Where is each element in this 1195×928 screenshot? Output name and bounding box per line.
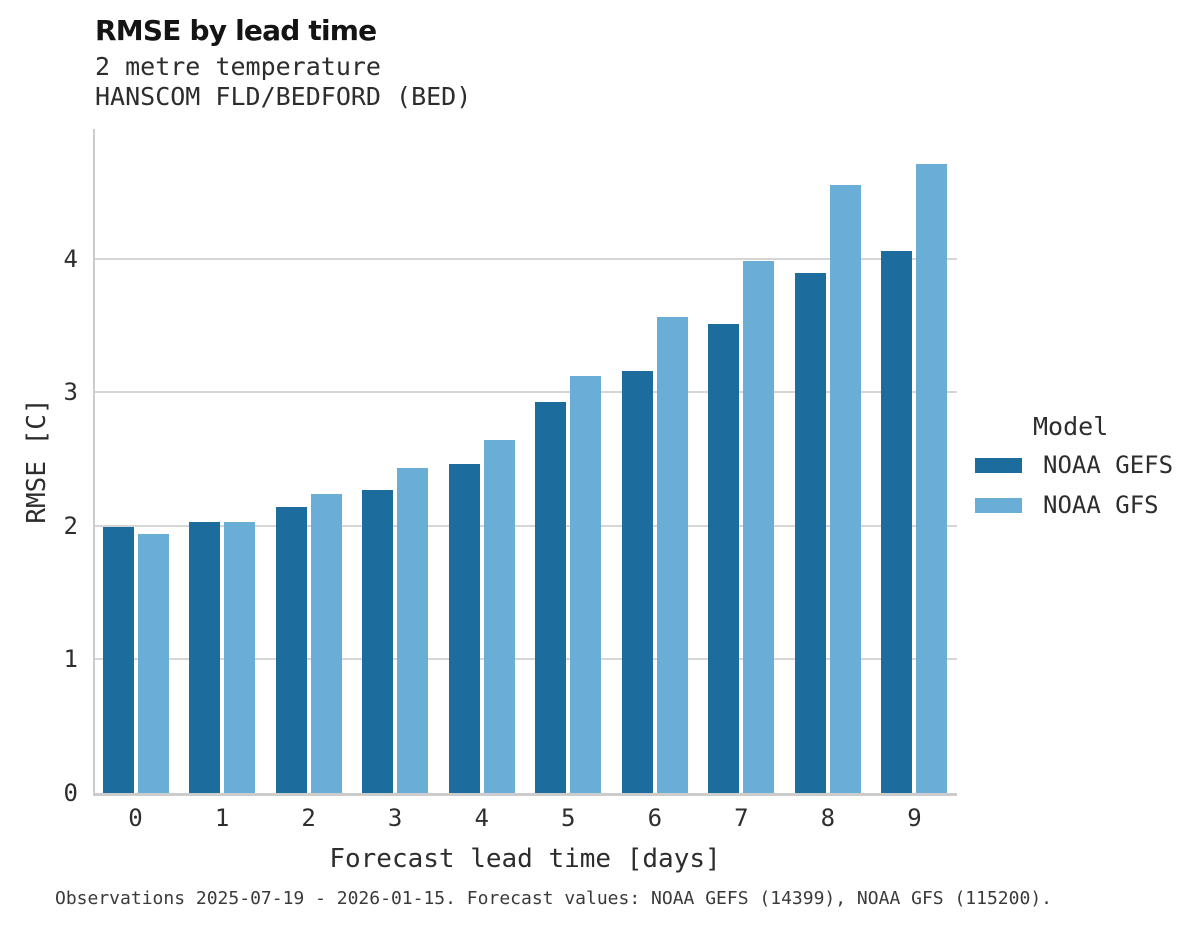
x-axis-title: Forecast lead time [days] xyxy=(329,844,721,874)
x-axis-spine xyxy=(93,793,957,796)
bar-noaa-gefs-8 xyxy=(794,273,826,793)
bar-noaa-gfs-0 xyxy=(137,533,169,793)
bar-noaa-gefs-6 xyxy=(621,370,653,793)
chart-title: RMSE by lead time xyxy=(95,14,377,47)
chart-subtitle-station: HANSCOM FLD/BEDFORD (BED) xyxy=(95,82,472,111)
bar-noaa-gefs-2 xyxy=(275,507,307,793)
legend-label-noaa-gefs: NOAA GEFS xyxy=(1043,451,1174,479)
x-tick-2: 2 xyxy=(301,804,316,832)
bar-noaa-gefs-5 xyxy=(535,401,567,793)
legend-swatch-noaa-gfs xyxy=(975,497,1022,513)
gridline-y-4 xyxy=(93,257,957,260)
bar-noaa-gefs-4 xyxy=(448,464,480,793)
bar-noaa-gefs-1 xyxy=(189,521,221,793)
bar-noaa-gfs-4 xyxy=(483,440,515,793)
x-tick-7: 7 xyxy=(734,804,749,832)
gridline-y-1 xyxy=(93,658,957,661)
legend-entry-noaa-gfs: NOAA GFS xyxy=(975,491,1185,519)
bar-noaa-gfs-6 xyxy=(656,317,688,793)
x-tick-0: 0 xyxy=(128,804,143,832)
bar-noaa-gefs-7 xyxy=(708,324,740,793)
figure-caption: Observations 2025-07-19 - 2026-01-15. Fo… xyxy=(55,888,1052,909)
bar-noaa-gfs-1 xyxy=(224,521,256,793)
legend-swatch-noaa-gefs xyxy=(975,457,1022,473)
bar-noaa-gefs-0 xyxy=(102,527,134,793)
bar-noaa-gfs-9 xyxy=(916,163,948,793)
x-tick-1: 1 xyxy=(214,804,230,832)
gridline-y-3 xyxy=(93,391,957,394)
bar-noaa-gfs-3 xyxy=(397,468,429,793)
y-tick-4: 4 xyxy=(63,244,78,273)
legend-title: Model xyxy=(1033,412,1109,441)
bar-noaa-gfs-8 xyxy=(829,185,861,793)
bar-noaa-gefs-9 xyxy=(881,250,913,793)
x-tick-8: 8 xyxy=(820,804,836,832)
x-tick-5: 5 xyxy=(561,804,576,832)
x-tick-6: 6 xyxy=(647,804,663,832)
y-axis-title: RMSE [C] xyxy=(22,398,52,524)
legend-label-noaa-gfs: NOAA GFS xyxy=(1043,491,1159,519)
y-axis-spine xyxy=(93,129,95,796)
x-tick-4: 4 xyxy=(474,804,489,832)
x-tick-9: 9 xyxy=(907,804,922,832)
bar-noaa-gefs-3 xyxy=(362,489,394,793)
y-tick-0: 0 xyxy=(63,779,78,807)
bar-noaa-gfs-2 xyxy=(310,493,342,793)
x-tick-3: 3 xyxy=(387,804,403,832)
legend: Model NOAA GEFS NOAA GFS xyxy=(975,412,1185,531)
y-tick-1: 1 xyxy=(63,645,78,674)
y-tick-2: 2 xyxy=(63,511,78,540)
chart-subtitle-variable: 2 metre temperature xyxy=(95,52,381,81)
gridline-y-2 xyxy=(93,524,957,527)
bar-noaa-gfs-5 xyxy=(570,376,602,793)
legend-entry-noaa-gefs: NOAA GEFS xyxy=(975,451,1185,479)
bar-noaa-gfs-7 xyxy=(743,261,775,793)
y-tick-3: 3 xyxy=(63,378,78,407)
